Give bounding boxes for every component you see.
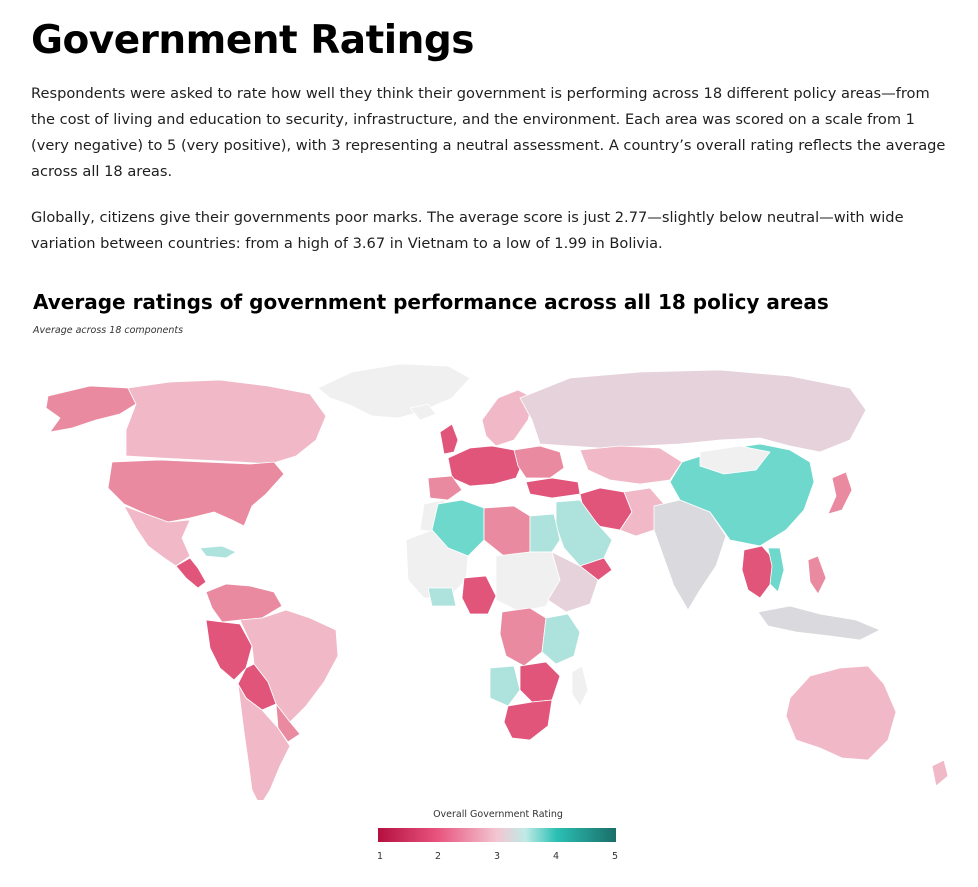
legend-tick-1: 1: [376, 851, 384, 862]
region-angola[interactable]: [489, 665, 521, 707]
legend-tick-2: 2: [434, 851, 442, 862]
region-greenland[interactable]: [317, 363, 471, 419]
region-colombia-venezuela[interactable]: [205, 583, 283, 623]
region-argentina-chile[interactable]: [237, 683, 291, 800]
region-ghana-area[interactable]: [427, 587, 457, 607]
region-congo[interactable]: [499, 607, 547, 667]
region-pakistan[interactable]: [619, 487, 665, 537]
summary-paragraph: Globally, citizens give their government…: [31, 209, 904, 252]
region-australia[interactable]: [785, 665, 897, 761]
region-philippines[interactable]: [807, 555, 827, 595]
region-united-states[interactable]: [107, 459, 285, 527]
region-central-america[interactable]: [175, 557, 207, 589]
region-south-africa[interactable]: [503, 699, 553, 741]
region-madagascar[interactable]: [571, 665, 589, 707]
region-turkey[interactable]: [525, 477, 581, 499]
region-zambia-area[interactable]: [519, 661, 561, 703]
region-canada[interactable]: [125, 379, 327, 465]
region-russia[interactable]: [519, 369, 867, 453]
region-central-africa[interactable]: [495, 551, 561, 613]
legend-tick-4: 4: [552, 851, 560, 862]
map-subtitle: Average across 18 components: [33, 325, 184, 336]
region-kenya-tanzania[interactable]: [541, 613, 581, 665]
region-eastern-europe[interactable]: [513, 445, 565, 479]
region-central-asia[interactable]: [579, 445, 683, 485]
legend-title: Overall Government Rating: [433, 809, 563, 820]
legend-tick-5: 5: [611, 851, 619, 862]
world-choropleth-map: [45, 363, 949, 800]
region-scandinavia[interactable]: [481, 389, 535, 447]
region-vietnam[interactable]: [767, 547, 785, 593]
region-libya[interactable]: [483, 505, 531, 557]
region-mexico[interactable]: [123, 505, 191, 567]
region-indonesia[interactable]: [757, 605, 881, 641]
region-china[interactable]: [669, 443, 815, 547]
region-egypt[interactable]: [529, 513, 561, 553]
region-ethiopia-area[interactable]: [547, 551, 599, 613]
intro-paragraph: Respondents were asked to rate how well …: [31, 85, 946, 180]
page-title: Government Ratings: [31, 18, 475, 63]
region-mongolia[interactable]: [699, 445, 771, 475]
region-caribbean[interactable]: [199, 545, 237, 559]
region-iberia[interactable]: [427, 475, 463, 501]
region-western-europe[interactable]: [447, 445, 523, 487]
region-southeast-asia[interactable]: [741, 545, 777, 599]
region-japan[interactable]: [827, 471, 853, 515]
region-alaska[interactable]: [45, 385, 137, 433]
region-united-kingdom[interactable]: [439, 423, 459, 455]
region-nigeria[interactable]: [461, 575, 497, 615]
region-new-zealand[interactable]: [931, 759, 949, 787]
legend-color-bar: [378, 828, 616, 842]
region-iceland[interactable]: [409, 403, 437, 421]
map-title: Average ratings of government performanc…: [33, 290, 829, 314]
legend-tick-3: 3: [493, 851, 501, 862]
region-paraguay-uruguay[interactable]: [275, 703, 301, 743]
